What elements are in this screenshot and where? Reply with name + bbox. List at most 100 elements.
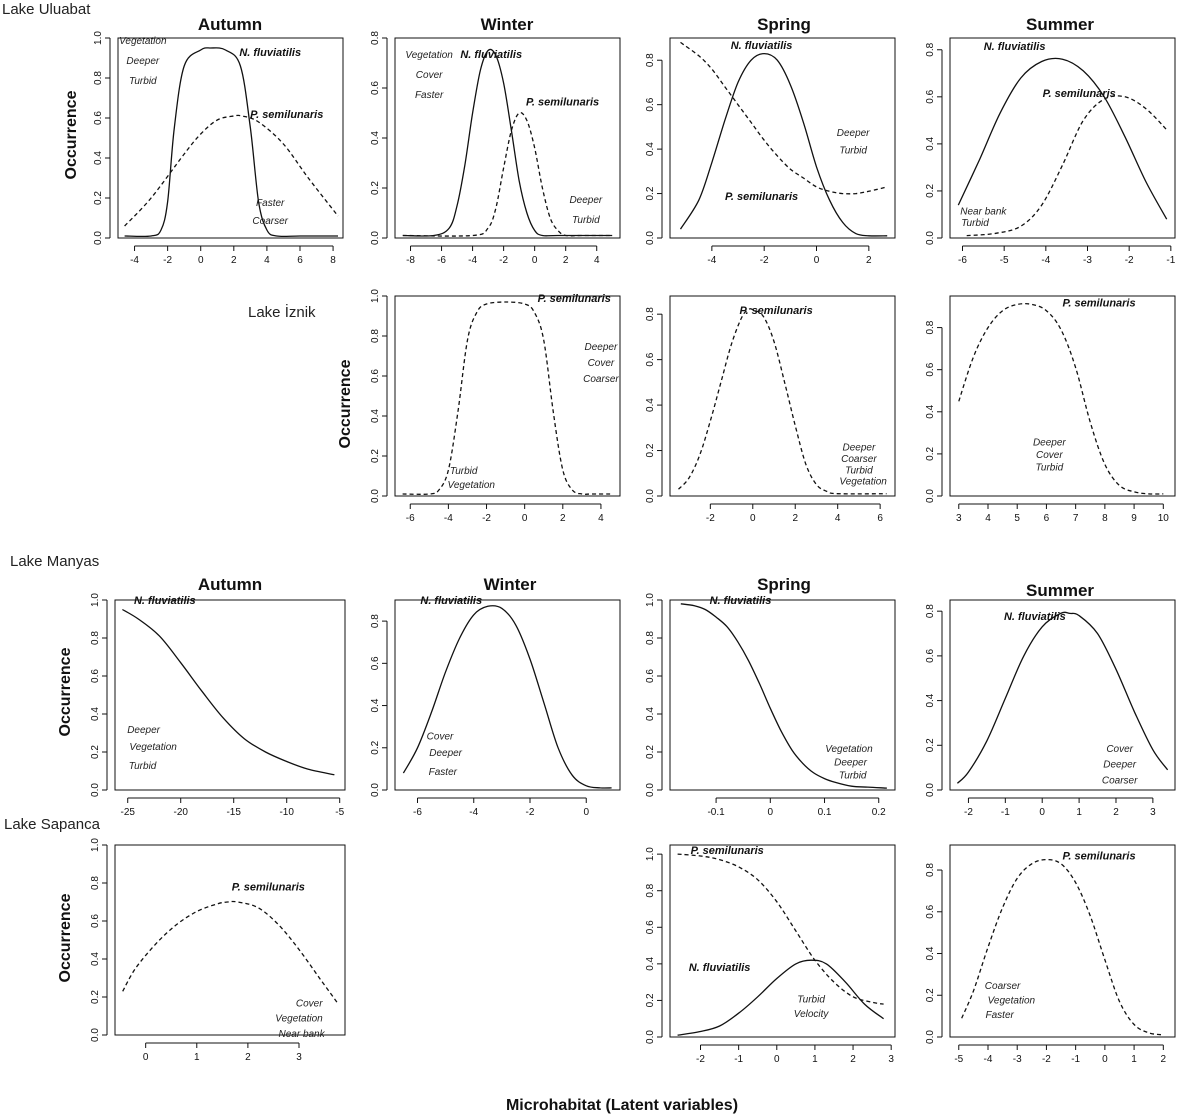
curve-n-fluviatilis	[402, 48, 613, 237]
habitat-note: Cover	[588, 358, 615, 369]
habitat-note: Coarser	[841, 454, 877, 465]
y-tick-label: 0.6	[645, 669, 656, 683]
panel-manyas-summer: -2 -1 0 1 2 3 0.0 0.2 0.4 0.6 0.8 N. fluviatilis Cov…	[925, 599, 1176, 818]
y-tick-label: 0.8	[925, 863, 936, 877]
species-label: N. fluviatilis	[420, 595, 482, 607]
panel-uluabat-spring: -4 -2 0 2 0.0 0.2 0.4 0.6 0.8 N. fluviatilis P. se…	[645, 37, 896, 266]
season-title-uluabat-autumn: Autumn	[198, 15, 262, 34]
habitat-note: Deeper	[1103, 760, 1136, 771]
habitat-note: Near bank	[278, 1029, 325, 1040]
y-tick-label: 0.6	[645, 920, 656, 934]
y-tick-label: 1.0	[645, 593, 656, 607]
habitat-note: Cover	[427, 731, 454, 742]
plot-frame	[394, 37, 621, 239]
y-tick-label: 0.2	[645, 993, 656, 1007]
x-tick-label: -20	[173, 807, 188, 818]
x-tick-label: 2	[850, 1054, 856, 1065]
y-tick-label: 0.2	[645, 443, 656, 457]
x-tick-label: 6	[297, 255, 303, 266]
x-tick-label: -2	[482, 513, 491, 524]
panel-manyas-winter: -6 -4 -2 0 0.0 0.2 0.4 0.6 0.8 N. fluviatilis Cove…	[370, 595, 621, 818]
habitat-note: Turbid	[129, 76, 157, 87]
x-tick-label: 2	[1161, 1054, 1167, 1065]
season-title-manyas-winter: Winter	[484, 575, 537, 594]
panel-uluabat-autumn: -4 -2 0 2 4 6 8 0.0 0.2 0.4 0.6 0.8 1.0 N. fluviatili…	[93, 31, 344, 266]
species-label: P. semilunaris	[538, 293, 611, 305]
x-tick-label: -25	[120, 807, 135, 818]
x-tick-label: -2	[706, 513, 715, 524]
habitat-note: Faster	[429, 767, 458, 778]
y-tick-label: 0.8	[645, 53, 656, 67]
species-label: N. fluviatilis	[460, 49, 522, 61]
y-tick-label: 0.8	[925, 42, 936, 56]
habitat-note: Deeper	[834, 757, 867, 768]
y-tick-label: 0.0	[645, 783, 656, 797]
x-tick-label: -6	[437, 255, 446, 266]
species-label: P. semilunaris	[1043, 88, 1116, 100]
species-label: P. semilunaris	[691, 845, 764, 857]
x-tick-label: 0	[814, 255, 820, 266]
y-tick-label: 0.4	[93, 151, 104, 165]
x-tick-label: 2	[563, 255, 569, 266]
curve-n-fluviatilis	[680, 603, 887, 789]
habitat-note: Turbid	[839, 771, 867, 782]
habitat-note: Cover	[416, 70, 443, 81]
panel-manyas-spring: -0.1 0 0.1 0.2 0.0 0.2 0.4 0.6 0.8 1.0 N. fluviati…	[645, 593, 896, 818]
habitat-note: Deeper	[429, 748, 462, 759]
y-tick-label: 0.4	[645, 707, 656, 721]
panel-sapanca-summer: -5 -4 -3 -2 -1 0 1 2 0.0 0.2 0.4 0.6 0.8 P. semilunar…	[925, 844, 1176, 1065]
species-label: P. semilunaris	[740, 305, 813, 317]
plot-frame	[669, 295, 896, 497]
y-tick-label: 0.6	[90, 669, 101, 683]
x-tick-label: 3	[956, 513, 962, 524]
lake-label-manyas: Lake Manyas	[10, 553, 99, 570]
y-tick-label: 0.6	[370, 656, 381, 670]
panel-iznik-winter: -6 -4 -2 0 2 4 0.0 0.2 0.4 0.6 0.8 1.0 P. semilunari…	[370, 289, 621, 524]
habitat-note: Vegetation	[448, 480, 496, 491]
curve-p-semilunaris	[961, 858, 1164, 1036]
y-tick-label: 0.4	[925, 404, 936, 418]
y-axis-label-sapanca: Occurrence	[57, 893, 74, 982]
y-tick-label: 0.6	[370, 369, 381, 383]
habitat-note: Vegetation	[275, 1014, 323, 1025]
plot-frame	[394, 295, 621, 497]
panel-sapanca-spring: -2 -1 0 1 2 3 0.0 0.2 0.4 0.6 0.8 1.0 P. semilunaris…	[645, 844, 896, 1065]
x-tick-label: -2	[696, 1054, 705, 1065]
habitat-note: Coarser	[1102, 775, 1138, 786]
x-tick-label: 9	[1131, 513, 1137, 524]
x-tick-label: -4	[444, 513, 453, 524]
y-tick-label: 1.0	[90, 838, 101, 852]
y-tick-label: 0.4	[925, 136, 936, 150]
y-tick-label: 1.0	[93, 31, 104, 45]
x-tick-label: 2	[792, 513, 798, 524]
y-tick-label: 0.0	[370, 783, 381, 797]
y-tick-label: 0.2	[370, 740, 381, 754]
y-tick-label: 0.0	[370, 231, 381, 245]
x-tick-label: 0	[583, 807, 589, 818]
habitat-note: Turbid	[961, 218, 989, 229]
season-title-uluabat-spring: Spring	[757, 15, 811, 34]
species-label: P. semilunaris	[1062, 851, 1135, 863]
plot-frame	[949, 37, 1176, 239]
y-tick-label: 0.2	[370, 181, 381, 195]
y-tick-label: 0.8	[645, 631, 656, 645]
y-tick-label: 0.6	[925, 648, 936, 662]
x-tick-label: -4	[469, 807, 478, 818]
habitat-note: Faster	[415, 90, 444, 101]
species-label: N. fluviatilis	[239, 47, 301, 59]
x-tick-label: -2	[163, 255, 172, 266]
y-tick-label: 0.0	[645, 1030, 656, 1044]
y-tick-label: 0.8	[645, 307, 656, 321]
habitat-note: Velocity	[794, 1009, 830, 1020]
x-tick-label: -1	[1071, 1054, 1080, 1065]
x-tick-label: 4	[985, 513, 991, 524]
y-tick-label: 0.4	[645, 956, 656, 970]
x-tick-label: -5	[335, 807, 344, 818]
x-tick-label: -2	[1125, 255, 1134, 266]
species-label: N. fluviatilis	[731, 40, 793, 52]
x-tick-label: -4	[130, 255, 139, 266]
panel-iznik-summer: 3 4 5 6 7 8 9 10 0.0 0.2 0.4 0.6 0.8 P. semilunaris De…	[925, 295, 1176, 524]
plot-frame	[949, 295, 1176, 497]
panel-sapanca-autumn: 0 1 2 3 0.0 0.2 0.4 0.6 0.8 1.0 P. semilunaris Cove…	[90, 838, 346, 1063]
